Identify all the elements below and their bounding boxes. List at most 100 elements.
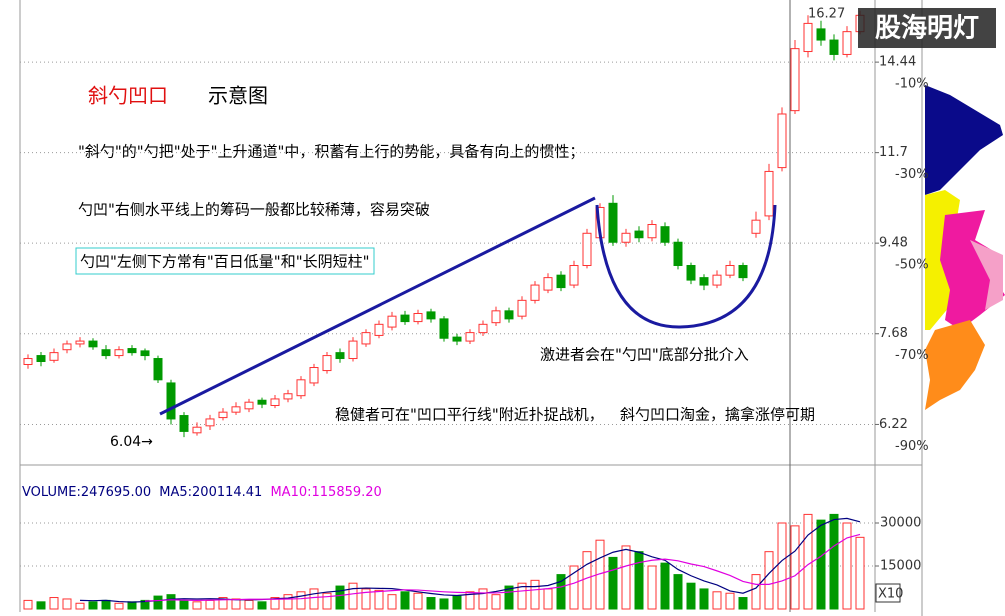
candle-body — [803, 22, 813, 53]
candle-body — [777, 113, 787, 169]
volume-bar — [504, 585, 514, 610]
candle-body — [452, 336, 462, 342]
volume-bar — [335, 585, 345, 610]
volume-legend: VOLUME:247695.00 MA5:200114.41 MA10:1158… — [22, 485, 382, 500]
y-tick-label: 9.48 — [879, 236, 908, 251]
y-tick-label: 14.44 — [879, 55, 916, 70]
watermark: 股海明灯 — [875, 14, 979, 44]
candle-body — [296, 379, 306, 397]
candle-body — [465, 332, 475, 342]
candle-body — [270, 398, 280, 407]
chip-percent-label: -50% — [895, 258, 929, 273]
trend-line — [159, 196, 596, 416]
candle-body — [49, 352, 59, 361]
candle-body — [257, 399, 267, 405]
chip-pink — [970, 240, 1003, 310]
candle-body — [62, 343, 72, 351]
volume-bar — [361, 588, 371, 610]
volume-bar — [374, 589, 384, 610]
volume-bar — [153, 595, 163, 610]
candle-body — [790, 48, 800, 112]
volume-bar — [452, 595, 462, 610]
unit-box — [875, 583, 901, 603]
volume-bar — [725, 592, 735, 610]
note-box — [75, 247, 375, 275]
chip-blue — [925, 85, 1003, 195]
volume-bar — [88, 601, 98, 610]
candle-body — [712, 274, 722, 286]
volume-bar — [738, 597, 748, 610]
volume-bar — [686, 582, 696, 610]
ma-line — [79, 517, 861, 603]
candle-body — [127, 348, 137, 354]
plot: 6.22 -90% 7.68 -70% 9.48 -50% 11.7 -30% 14.44 -10… — [20, 7, 929, 610]
candle-body — [478, 323, 488, 334]
volume-bar — [231, 598, 241, 610]
candle-body — [569, 265, 579, 286]
volume-bar — [842, 522, 852, 610]
volume-bar — [816, 519, 826, 610]
volume-bar — [465, 591, 475, 610]
chip-percent-label: -90% — [895, 439, 929, 454]
volume-bar — [582, 551, 592, 610]
candle-body — [842, 31, 852, 55]
volume-bar — [296, 591, 306, 610]
candle-body — [348, 340, 358, 360]
note: 斜勺凹口淘金，擒拿涨停可期 — [620, 406, 815, 424]
candle-body — [816, 28, 826, 41]
candle-body — [608, 202, 618, 243]
candle-body — [413, 312, 423, 323]
volume-bar — [634, 551, 644, 610]
candle-body — [543, 277, 553, 291]
legend-entry: MA5:200114.41 — [159, 485, 262, 500]
diagram-title: 斜勺凹口 — [88, 84, 168, 108]
volume-bar — [244, 599, 254, 610]
candle-body — [36, 355, 46, 363]
volume-bar — [205, 599, 215, 610]
candle-body — [556, 274, 566, 289]
volume-bar — [387, 594, 397, 610]
volume-bar — [530, 579, 540, 610]
chip-percent-label: -30% — [895, 167, 929, 182]
candle-body — [244, 401, 254, 410]
volume-bar — [49, 597, 59, 610]
volume-bar — [127, 601, 137, 610]
candle-body — [153, 358, 163, 381]
volume-bar — [257, 601, 267, 610]
cup-arc — [595, 204, 777, 329]
volume-bar — [660, 562, 670, 610]
candle-body — [75, 340, 85, 345]
volume-bar — [179, 599, 189, 610]
volume-bar — [790, 525, 800, 610]
note: 稳健者可在"凹口平行线"附近扑捉战机， — [335, 406, 604, 424]
high-label: 16.27 — [808, 7, 845, 22]
volume-bar — [75, 602, 85, 610]
candle-body — [764, 170, 774, 217]
volume-bar — [283, 594, 293, 610]
volume-bar — [699, 588, 709, 610]
volume-bar — [114, 602, 124, 610]
volume-bar — [322, 592, 332, 610]
legend-entry: MA10:115859.20 — [270, 485, 381, 500]
volume-bar — [62, 598, 72, 610]
y-tick-label: 7.68 — [879, 326, 908, 341]
candle-body — [426, 311, 436, 320]
candle-body — [374, 323, 384, 336]
volume-bar — [400, 591, 410, 610]
watermark-bg — [858, 8, 996, 48]
volume-bar — [218, 597, 228, 610]
volume-bar — [23, 599, 33, 610]
candle-body — [387, 315, 397, 328]
y-tick-label: 15000 — [880, 559, 921, 574]
candle-body — [686, 265, 696, 281]
volume-bar — [777, 522, 787, 610]
candle-body — [101, 349, 111, 357]
volume-bar — [36, 601, 46, 610]
volume-bar — [348, 582, 358, 610]
volume-bar — [413, 592, 423, 610]
candle-body — [309, 367, 319, 384]
candle-body — [491, 310, 501, 324]
candle-body — [582, 232, 592, 267]
volume-bar — [569, 565, 579, 610]
